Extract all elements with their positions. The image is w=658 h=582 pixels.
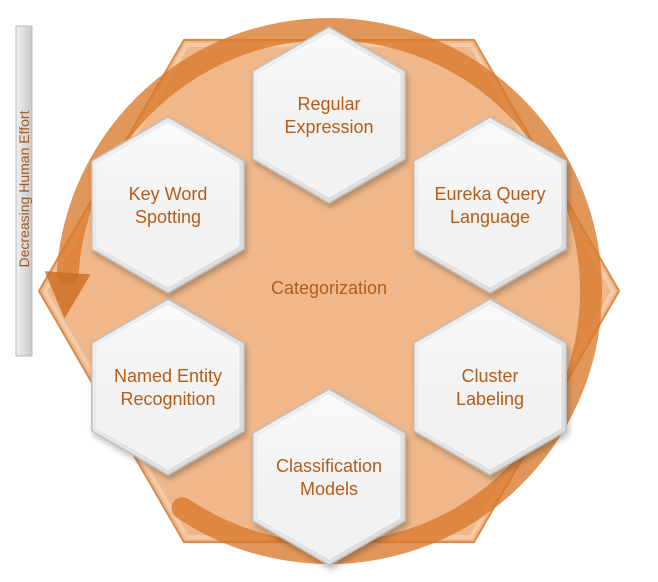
effort-axis-bar (16, 26, 32, 356)
